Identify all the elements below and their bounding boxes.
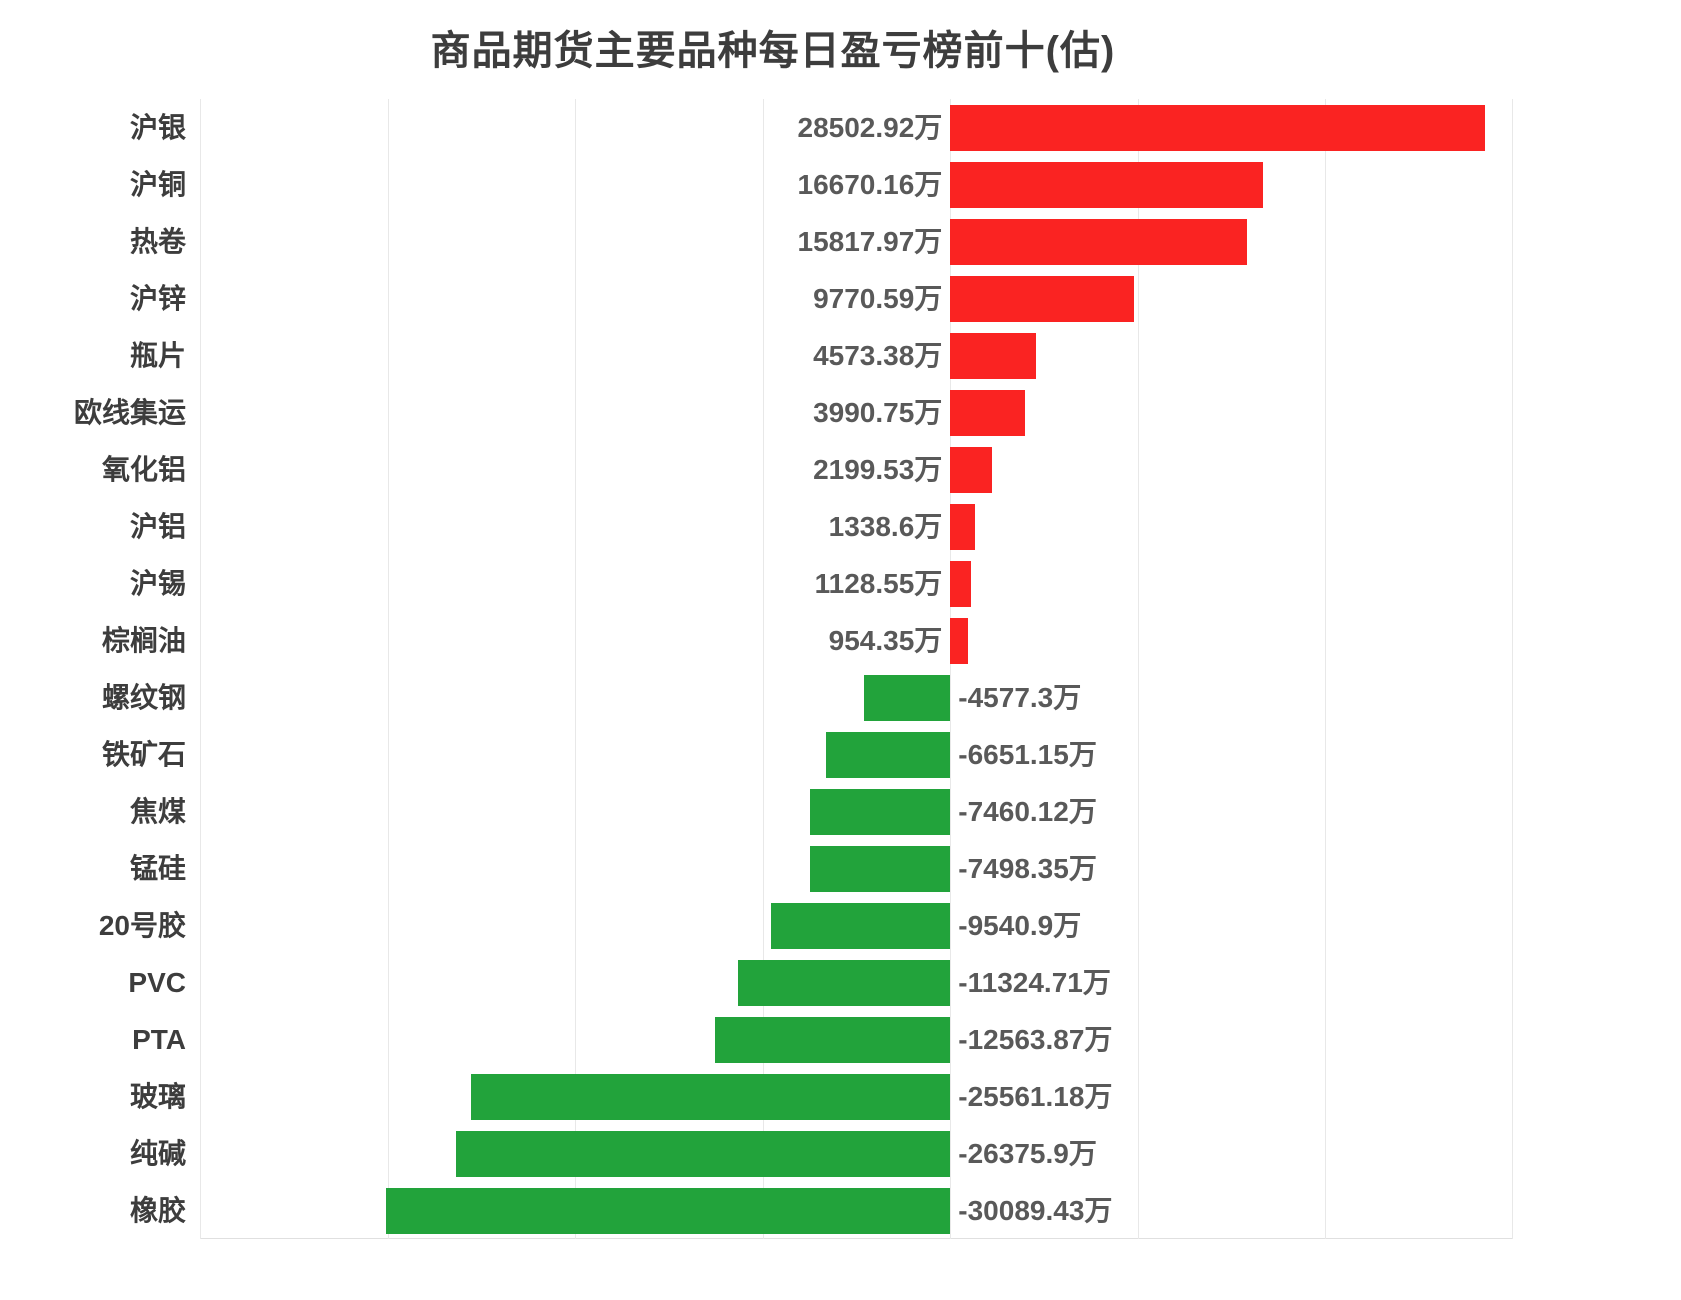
value-label: 2199.53万	[813, 454, 943, 485]
bar	[950, 503, 976, 550]
category-label: 沪锡	[129, 568, 186, 599]
gridline	[388, 99, 389, 1239]
value-label: -11324.71万	[958, 967, 1111, 998]
bar	[950, 218, 1247, 265]
bar	[385, 1187, 951, 1234]
category-label: 欧线集运	[73, 397, 186, 428]
category-label: 棕榈油	[101, 625, 186, 656]
category-label: 瓶片	[129, 340, 186, 371]
category-label: 纯碱	[129, 1138, 186, 1169]
bar	[455, 1130, 951, 1177]
gridline	[1512, 99, 1513, 1239]
bar	[737, 959, 951, 1006]
category-label: 橡胶	[129, 1195, 186, 1226]
value-label: 28502.92万	[797, 112, 943, 143]
plot-area: 28502.92万 16670.16万 15817.97万 9770.59万 4573.…	[200, 99, 1513, 1239]
value-label: 1128.55万	[814, 568, 943, 599]
value-label: -7498.35万	[958, 853, 1097, 884]
value-label: 1338.6万	[828, 511, 943, 542]
value-label: -26375.9万	[958, 1138, 1097, 1169]
category-label: PTA	[132, 1024, 186, 1055]
gridline	[575, 99, 576, 1239]
value-label: -30089.43万	[958, 1195, 1113, 1226]
category-label: 螺纹钢	[101, 682, 186, 713]
category-label: 沪银	[129, 112, 186, 143]
category-label: 沪铝	[129, 511, 186, 542]
category-label: 锰硅	[129, 853, 186, 884]
bar	[714, 1016, 951, 1063]
value-label: -9540.9万	[958, 910, 1082, 941]
value-label: -6651.15万	[958, 739, 1097, 770]
value-label: -4577.3万	[958, 682, 1082, 713]
value-label: 16670.16万	[797, 169, 943, 200]
category-label: 焦煤	[129, 796, 186, 827]
bar	[950, 104, 1485, 151]
value-label: 9770.59万	[813, 283, 943, 314]
value-label: 954.35万	[828, 625, 943, 656]
gridline	[1138, 99, 1139, 1239]
category-label: 沪锌	[129, 283, 186, 314]
category-label: 20号胶	[98, 910, 186, 941]
category-label: 氧化铝	[101, 454, 186, 485]
bar	[810, 788, 951, 835]
category-axis: 沪银沪铜热卷沪锌瓶片欧线集运氧化铝沪铝沪锡棕榈油螺纹钢铁矿石焦煤锰硅 20号胶 PV…	[0, 99, 186, 1239]
chart-title: 商品期货主要品种每日盈亏榜前十(估)	[430, 29, 1116, 73]
bar	[864, 674, 951, 721]
bar	[470, 1073, 951, 1120]
bar	[809, 845, 951, 892]
value-label: 3990.75万	[813, 397, 943, 428]
category-label: 玻璃	[129, 1081, 186, 1112]
category-label: 热卷	[129, 226, 186, 257]
gridline	[200, 99, 201, 1239]
value-label: -25561.18万	[958, 1081, 1113, 1112]
value-label: -7460.12万	[958, 796, 1097, 827]
category-label: PVC	[128, 967, 186, 998]
bar	[825, 731, 951, 778]
value-label: -12563.87万	[958, 1024, 1113, 1055]
bar	[950, 161, 1263, 208]
bar	[771, 902, 951, 949]
gridline	[763, 99, 764, 1239]
bar	[950, 617, 969, 664]
value-label: 4573.38万	[813, 340, 943, 371]
bar	[950, 332, 1037, 379]
bar	[950, 275, 1134, 322]
bar	[950, 389, 1026, 436]
gridline	[950, 99, 951, 1239]
gridline	[1325, 99, 1326, 1239]
category-label: 沪铜	[129, 169, 186, 200]
x-axis-line	[200, 1238, 1513, 1239]
bar	[950, 446, 992, 493]
value-label: 15817.97万	[797, 226, 943, 257]
category-label: 铁矿石	[101, 739, 186, 770]
bar	[950, 560, 972, 607]
